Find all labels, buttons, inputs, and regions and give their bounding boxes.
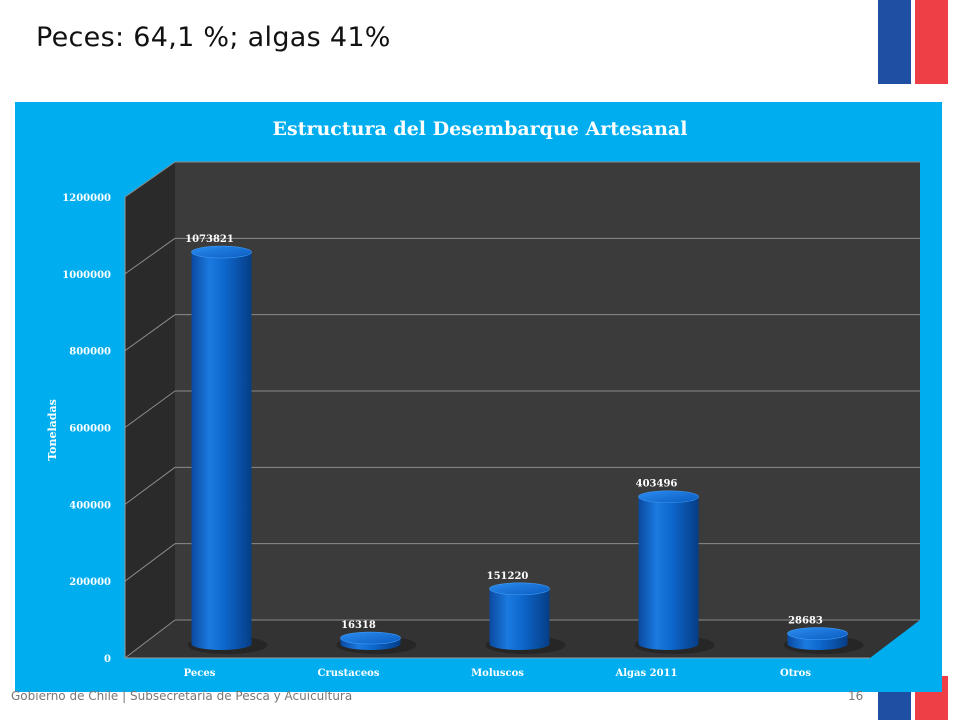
y-tick-label: 1000000 <box>62 270 111 281</box>
gridline-side <box>124 161 176 198</box>
chart-panel: Estructura del Desembarque Artesanal 0 20… <box>15 102 942 692</box>
gridline-side <box>124 314 176 352</box>
y-tick-label: 1200000 <box>62 193 111 204</box>
page-number: 16 <box>848 689 864 703</box>
gridline-side <box>124 619 176 659</box>
bar-top-cap <box>340 631 401 645</box>
x-tick-label: Otros <box>780 668 811 679</box>
flag-logo-top <box>878 0 948 84</box>
bar-value-label: 16318 <box>341 620 376 631</box>
plot-area: 0 200000 400000 600000 800000 1000000 1200000 1… <box>62 161 920 679</box>
flag-blue-stripe <box>878 0 911 84</box>
flag-red-stripe <box>915 0 948 84</box>
bar-value-label: 151220 <box>487 571 529 582</box>
bar <box>638 496 699 650</box>
x-tick-label: Algas 2011 <box>615 668 678 679</box>
bar-top-cap <box>638 490 699 504</box>
x-tick-label: Moluscos <box>471 668 524 679</box>
gridline-side <box>124 237 176 275</box>
bar-top-cap <box>191 245 252 259</box>
bar-value-label: 403496 <box>636 479 678 490</box>
y-tick-label: 400000 <box>69 500 111 511</box>
y-axis-label: Toneladas <box>46 399 59 461</box>
x-tick-label: Peces <box>184 668 216 679</box>
chart-side-wall <box>125 162 175 658</box>
bar <box>191 252 252 650</box>
bar-top-cap <box>787 627 848 640</box>
gridline-side <box>124 390 176 428</box>
y-tick-label: 0 <box>104 654 111 665</box>
bar-value-label: 1073821 <box>185 234 234 245</box>
y-tick-label: 600000 <box>69 424 111 435</box>
bar-chart: Estructura del Desembarque Artesanal 0 20… <box>15 102 942 692</box>
bar <box>489 588 550 650</box>
x-tick-label: Crustaceos <box>318 668 380 679</box>
bar-top-cap <box>489 582 550 596</box>
bar-value-label: 28683 <box>788 616 823 627</box>
chart-title: Estructura del Desembarque Artesanal <box>273 118 688 140</box>
slide-title: Peces: 64,1 %; algas 41% <box>36 22 391 53</box>
y-tick-label: 200000 <box>69 577 111 588</box>
gridline-side <box>124 543 176 582</box>
footer-text: Gobierno de Chile | Subsecretaría de Pes… <box>11 689 353 703</box>
y-tick-label: 800000 <box>69 347 111 358</box>
gridline-side <box>124 466 176 505</box>
